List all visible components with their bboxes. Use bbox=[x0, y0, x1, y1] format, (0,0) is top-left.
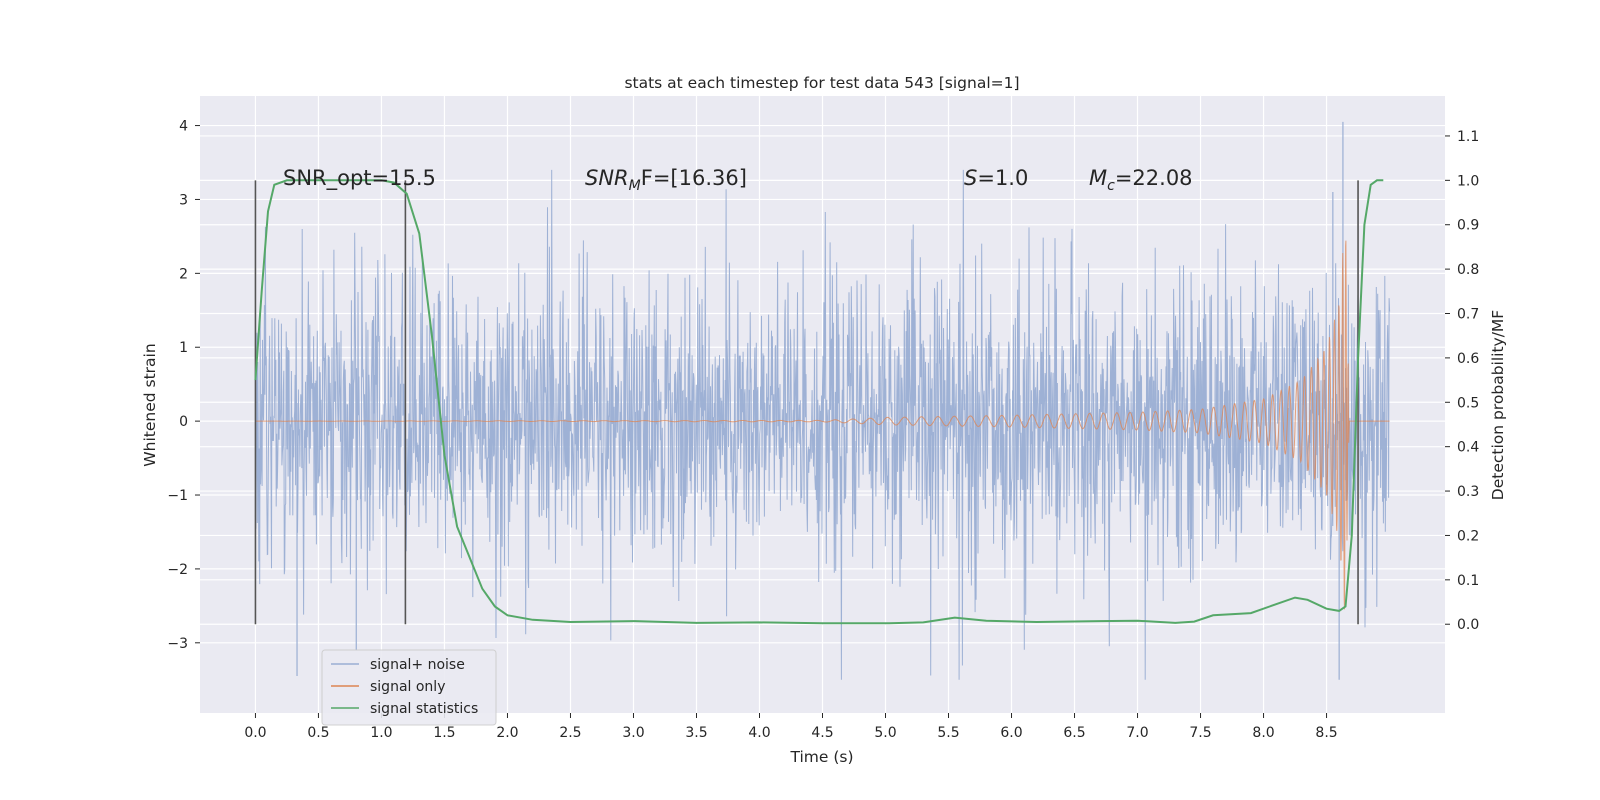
y-right-tick-label: 0.7 bbox=[1457, 307, 1479, 323]
x-tick-label: 8.5 bbox=[1315, 725, 1337, 741]
x-tick-label: 4.5 bbox=[811, 725, 833, 741]
annotation-snr-mf-sub: M bbox=[629, 178, 641, 194]
annotation-snr-mf-main: SNR bbox=[585, 166, 629, 190]
annotation-s-symbol: S bbox=[964, 166, 977, 190]
y-right-tick-label: 1.0 bbox=[1457, 173, 1479, 189]
x-axis-label: Time (s) bbox=[789, 748, 853, 766]
x-tick-label: 2.5 bbox=[559, 725, 581, 741]
x-tick-label: 0.5 bbox=[307, 725, 329, 741]
annotation-s: S=1.0 bbox=[964, 166, 1028, 190]
x-tick-label: 8.0 bbox=[1252, 725, 1274, 741]
x-tick-label: 3.5 bbox=[685, 725, 707, 741]
y-right-tick-label: 0.3 bbox=[1457, 484, 1479, 500]
statistics-trace bbox=[254, 179, 1384, 625]
annotation-mc: Mc=22.08 bbox=[1089, 166, 1193, 194]
annotation-s-value: =1.0 bbox=[977, 166, 1028, 190]
y-right-tick-label: 0.6 bbox=[1457, 351, 1479, 367]
x-tick-label: 6.0 bbox=[1000, 725, 1022, 741]
signal-only-series bbox=[255, 240, 1390, 610]
y-right-tick-label: 0.2 bbox=[1457, 528, 1479, 544]
annotation-mc-symbol: M bbox=[1089, 166, 1107, 190]
legend: signal+ noise signal only signal statist… bbox=[321, 649, 497, 726]
y-right-tick-label: 0.0 bbox=[1457, 617, 1479, 633]
legend-box bbox=[321, 649, 497, 726]
y-tick-label: −2 bbox=[167, 562, 188, 578]
annotation-snr-mf: SNRMF=[16.36] bbox=[585, 166, 747, 194]
y-tick-label: −3 bbox=[167, 636, 188, 652]
chart-title: stats at each timestep for test data 543… bbox=[624, 74, 1019, 92]
y-right-tick-label: 0.1 bbox=[1457, 573, 1479, 589]
annotation-mc-sub: c bbox=[1107, 178, 1115, 194]
y-right-tick-label: 0.8 bbox=[1457, 262, 1479, 278]
annotation-snr-opt: SNR_opt=15.5 bbox=[283, 166, 436, 191]
x-tick-label: 5.0 bbox=[874, 725, 896, 741]
annotation-mc-value: =22.08 bbox=[1115, 166, 1193, 190]
x-tick-label: 3.0 bbox=[622, 725, 644, 741]
y-right-tick-label: 1.1 bbox=[1457, 129, 1479, 145]
x-tick-label: 1.0 bbox=[370, 725, 392, 741]
legend-label-signal-only: signal only bbox=[370, 679, 445, 695]
y-tick-label: 3 bbox=[179, 192, 188, 208]
y-axis-right-ticks: 0.0 0.1 0.2 0.3 0.4 0.5 0.6 0.7 0.8 0.9 1.0 1.1 bbox=[1445, 129, 1479, 633]
legend-label-signal-statistics: signal statistics bbox=[370, 701, 478, 717]
signal-trace bbox=[255, 240, 1390, 610]
x-tick-label: 1.5 bbox=[433, 725, 455, 741]
x-tick-label: 7.0 bbox=[1126, 725, 1148, 741]
x-tick-label: 0.0 bbox=[244, 725, 266, 741]
y-tick-label: −1 bbox=[167, 488, 188, 504]
signal-statistics-series bbox=[254, 179, 1384, 625]
y-axis-ticks: −3 −2 −1 0 1 2 3 4 bbox=[167, 119, 200, 652]
x-tick-label: 5.5 bbox=[937, 725, 959, 741]
noise-trace bbox=[254, 169, 1391, 680]
legend-label-signal-noise: signal+ noise bbox=[370, 657, 465, 673]
y-axis-right-label: Detection probability/MF bbox=[1489, 310, 1507, 501]
y-right-tick-label: 0.5 bbox=[1457, 395, 1479, 411]
vertical-markers bbox=[254, 180, 1359, 625]
x-tick-label: 4.0 bbox=[748, 725, 770, 741]
x-tick-label: 2.0 bbox=[496, 725, 518, 741]
annotation-snr-mf-rest: F=[16.36] bbox=[641, 166, 747, 190]
x-tick-label: 6.5 bbox=[1063, 725, 1085, 741]
y-tick-label: 0 bbox=[179, 414, 188, 430]
y-right-tick-label: 0.4 bbox=[1457, 440, 1479, 456]
y-axis-label: Whitened strain bbox=[141, 343, 159, 466]
x-axis-ticks: 0.0 0.5 1.0 1.5 2.0 2.5 3.0 3.5 4.0 4.5 5.0 5.5 6.0 6… bbox=[244, 713, 1338, 741]
x-tick-label: 7.5 bbox=[1189, 725, 1211, 741]
y-tick-label: 1 bbox=[179, 340, 188, 356]
y-tick-label: 2 bbox=[179, 266, 188, 282]
y-right-tick-label: 0.9 bbox=[1457, 218, 1479, 234]
y-tick-label: 4 bbox=[179, 119, 188, 135]
